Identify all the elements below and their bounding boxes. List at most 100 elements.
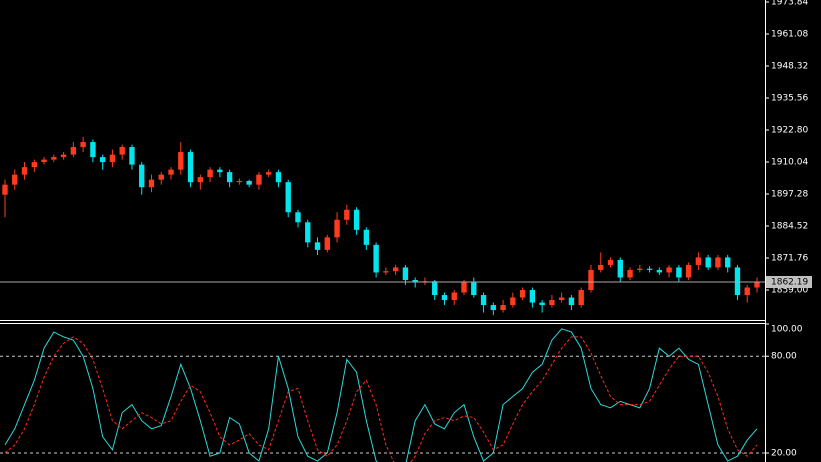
candle-body — [480, 295, 487, 306]
candle-body — [148, 179, 155, 188]
candle-body — [734, 267, 741, 296]
y-tick-label: 1961.08 — [771, 30, 808, 40]
candle-body — [168, 169, 174, 175]
candle-body — [529, 290, 536, 303]
y-tick-label: 1935.56 — [771, 94, 808, 104]
candle-body — [295, 212, 301, 223]
y-tick-label: 1973.84 — [771, 0, 808, 8]
candle-body — [256, 174, 262, 185]
candle-body — [80, 142, 86, 148]
candle-body — [588, 269, 594, 291]
candle-body — [31, 162, 37, 168]
candle-body — [99, 157, 106, 163]
candle-body — [373, 244, 379, 273]
candle-body — [637, 268, 643, 270]
y-tick-label: 1922.80 — [771, 126, 808, 136]
last-price-box — [766, 276, 812, 289]
y-tick-label: 20.00 — [771, 448, 797, 458]
y-tick-label: 1897.28 — [771, 190, 808, 200]
candle-body — [324, 237, 330, 250]
candle-body — [178, 152, 184, 170]
candle-body — [275, 172, 282, 183]
candle-body — [207, 169, 213, 178]
candle-body — [568, 297, 575, 306]
candle-body — [266, 172, 272, 175]
candle-body — [558, 297, 565, 301]
y-tick-label: 80.00 — [771, 352, 797, 362]
candle-body — [139, 164, 145, 188]
candle-body — [353, 209, 360, 230]
candle-body — [578, 290, 584, 306]
candle-body — [217, 169, 223, 173]
candle-body — [754, 282, 760, 288]
last-price-label: 1862.19 — [771, 278, 808, 288]
candle-body — [246, 180, 252, 185]
price-pane — [0, 137, 765, 316]
candle-body — [187, 152, 194, 183]
price-axis: 1973.84 1961.08 1948.32 1935.56 1922.80 1910.… — [765, 0, 812, 458]
candle-body — [285, 182, 291, 213]
candle-body — [363, 229, 370, 245]
candle-body — [197, 177, 204, 183]
candle-body — [41, 159, 47, 163]
candle-body — [666, 267, 672, 273]
candle-body — [51, 157, 57, 160]
candle-body — [441, 295, 448, 301]
candle-body — [510, 297, 516, 306]
candle-body — [646, 268, 653, 270]
candle-body — [392, 267, 399, 272]
candle-body — [314, 242, 321, 250]
y-tick-label: 1910.04 — [771, 158, 808, 168]
y-tick-label: 1859.00 — [771, 286, 808, 296]
candle-body — [607, 259, 614, 265]
candle-body — [60, 154, 67, 158]
y-tick-label: 100.00 — [771, 325, 803, 335]
candle-body — [109, 154, 116, 163]
candle-body — [226, 172, 233, 183]
candle-body — [490, 305, 496, 311]
candle-body — [344, 209, 350, 220]
candle-body — [158, 174, 164, 180]
candle-body — [598, 264, 604, 270]
candle-body — [402, 267, 409, 280]
candle-body — [12, 174, 18, 185]
candle-body — [627, 269, 633, 278]
candle-body — [471, 282, 477, 296]
candle-body — [676, 267, 682, 278]
candle-body — [119, 147, 125, 155]
candle-body — [539, 302, 545, 306]
candle-body — [412, 279, 418, 283]
candle-body — [715, 257, 721, 268]
oscillator-pane — [0, 328, 765, 462]
y-tick-label: 1871.76 — [771, 254, 808, 264]
oscillator-line — [4, 328, 758, 462]
candle-body — [383, 271, 389, 273]
candle-body — [70, 147, 77, 155]
y-tick-label: 1948.32 — [771, 62, 808, 72]
oscillator-line — [4, 336, 758, 462]
candle-body — [705, 257, 711, 268]
candle-body — [451, 292, 457, 301]
candle-body — [695, 257, 702, 265]
candle-body — [519, 290, 526, 298]
candle-body — [305, 222, 311, 243]
candle-body — [21, 167, 28, 175]
candle-body — [656, 269, 663, 273]
candle-body — [2, 184, 8, 195]
candle-body — [685, 264, 692, 278]
candle-body — [90, 142, 96, 158]
candle-body — [725, 257, 731, 268]
candle-body — [236, 180, 243, 183]
candle-body — [432, 281, 438, 296]
candle-body — [617, 259, 623, 278]
candle-body — [500, 305, 506, 311]
candle-body — [461, 282, 467, 293]
y-tick-label: 1884.52 — [771, 222, 808, 232]
candle-body — [129, 147, 135, 165]
candle-body — [334, 219, 340, 238]
candle-body — [744, 287, 750, 296]
candle-body — [549, 300, 555, 306]
